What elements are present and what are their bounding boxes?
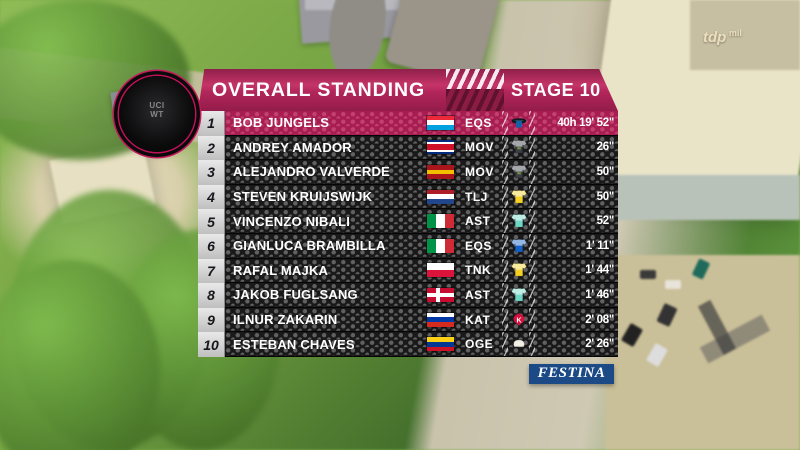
svg-text:K: K <box>516 317 521 324</box>
